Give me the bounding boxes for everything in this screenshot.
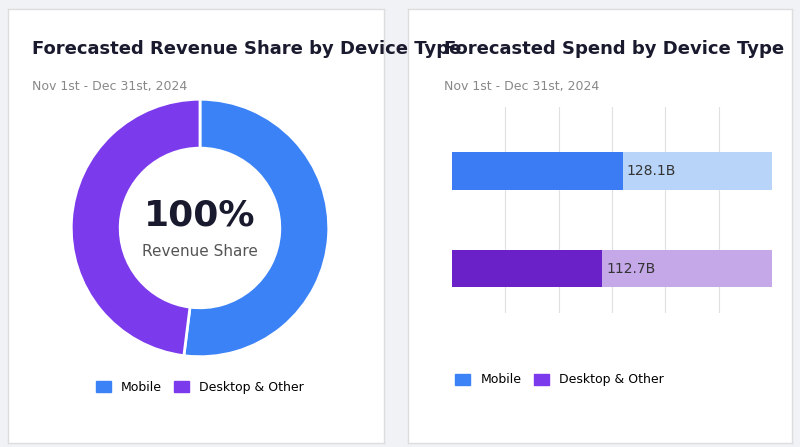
Text: Forecasted Revenue Share by Device Type: Forecasted Revenue Share by Device Type <box>32 40 462 58</box>
Bar <box>622 152 772 190</box>
Legend: Mobile, Desktop & Other: Mobile, Desktop & Other <box>450 368 669 392</box>
Text: Nov 1st - Dec 31st, 2024: Nov 1st - Dec 31st, 2024 <box>444 80 599 93</box>
Text: Revenue Share: Revenue Share <box>142 244 258 259</box>
Wedge shape <box>184 99 329 357</box>
Text: Nov 1st - Dec 31st, 2024: Nov 1st - Dec 31st, 2024 <box>32 80 187 93</box>
Text: 128.1B: 128.1B <box>627 164 676 178</box>
Text: Forecasted Spend by Device Type: Forecasted Spend by Device Type <box>444 40 784 58</box>
Wedge shape <box>71 99 200 356</box>
Text: 112.7B: 112.7B <box>606 262 655 276</box>
Bar <box>602 250 772 287</box>
Legend: Mobile, Desktop & Other: Mobile, Desktop & Other <box>91 376 309 399</box>
Bar <box>452 250 602 287</box>
Text: 100%: 100% <box>144 198 256 232</box>
Bar <box>452 152 622 190</box>
